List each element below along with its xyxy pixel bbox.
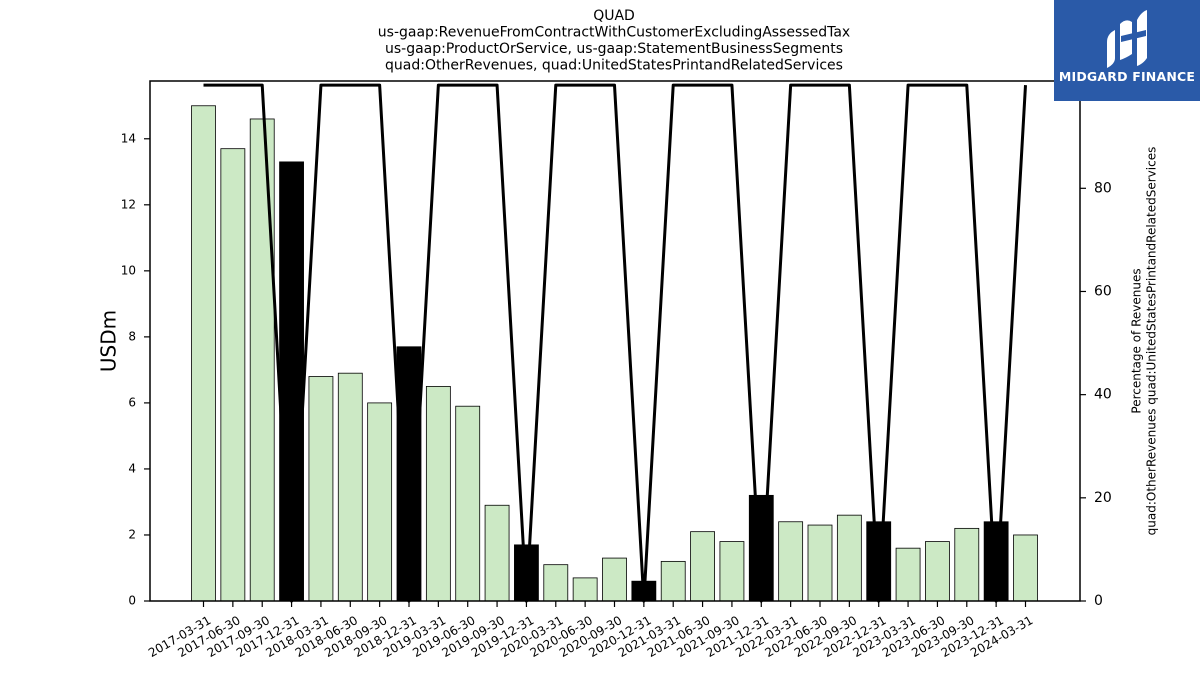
y2-label-line: quad:OtherRevenues quad:UnitedStatesPrin… bbox=[1145, 147, 1159, 536]
y-axis-right: 020406080100 bbox=[1080, 77, 1121, 609]
bar bbox=[337, 372, 363, 602]
chart-title-line: quad:OtherRevenues, quad:UnitedStatesPri… bbox=[385, 58, 843, 74]
bar bbox=[455, 405, 481, 602]
bars-layer bbox=[191, 105, 1038, 602]
y-tick-label: 2 bbox=[128, 527, 136, 541]
bar bbox=[895, 547, 921, 602]
bar bbox=[836, 514, 862, 602]
bar bbox=[602, 557, 627, 602]
y-tick-label: 4 bbox=[128, 461, 136, 475]
y-axis-label: USDm bbox=[97, 310, 121, 372]
bar bbox=[807, 524, 833, 602]
bar bbox=[279, 161, 304, 602]
y-axis-left: 0 2 4 6 8 10 12 14 bbox=[121, 131, 150, 608]
bar bbox=[220, 148, 246, 602]
bar bbox=[690, 531, 715, 602]
y-tick-label: 0 bbox=[128, 594, 136, 608]
chart-title-line: us-gaap:RevenueFromContractWithCustomerE… bbox=[378, 25, 850, 41]
y-tick-label: 12 bbox=[121, 197, 136, 211]
y-tick-label: 8 bbox=[128, 329, 136, 343]
y-tick-label: 14 bbox=[121, 131, 136, 145]
bar bbox=[1013, 534, 1038, 602]
y-tick-label: 10 bbox=[121, 263, 136, 277]
y-axis-right-label: Percentage of Revenues quad:OtherRevenues… bbox=[1130, 147, 1159, 536]
chart-title-line: us-gaap:ProductOrService, us-gaap:Statem… bbox=[385, 41, 843, 57]
line-layer bbox=[203, 83, 1027, 603]
bar bbox=[660, 560, 686, 602]
y2-label-line: Percentage of Revenues bbox=[1130, 268, 1144, 413]
y2-tick-label: 40 bbox=[1094, 387, 1112, 403]
midgard-finance-logo: MIDGARD FINANCE bbox=[1054, 0, 1200, 101]
x-axis: 2017-03-312017-06-302017-09-302017-12-31… bbox=[146, 601, 1035, 660]
bar bbox=[543, 564, 569, 602]
bar bbox=[367, 402, 393, 602]
bar bbox=[484, 504, 510, 602]
y2-tick-label: 60 bbox=[1094, 283, 1112, 299]
midgard-logo-icon bbox=[1107, 10, 1147, 68]
logo-text: MIDGARD FINANCE bbox=[1058, 69, 1196, 84]
bar bbox=[925, 541, 950, 602]
y2-tick-label: 80 bbox=[1094, 180, 1112, 196]
bar bbox=[572, 577, 598, 602]
bar bbox=[425, 385, 451, 602]
y2-tick-label: 20 bbox=[1094, 490, 1112, 506]
bar bbox=[249, 118, 275, 602]
bar bbox=[191, 105, 216, 602]
y2-tick-label: 0 bbox=[1094, 593, 1103, 609]
y-tick-label: 6 bbox=[128, 395, 136, 409]
bar bbox=[308, 376, 334, 602]
bar bbox=[719, 541, 745, 602]
bar bbox=[954, 527, 980, 602]
chart-title: QUADus-gaap:RevenueFromContractWithCusto… bbox=[378, 8, 850, 74]
percentage-line bbox=[203, 83, 1027, 603]
chart-title-line: QUAD bbox=[593, 8, 635, 24]
bar bbox=[778, 521, 804, 602]
